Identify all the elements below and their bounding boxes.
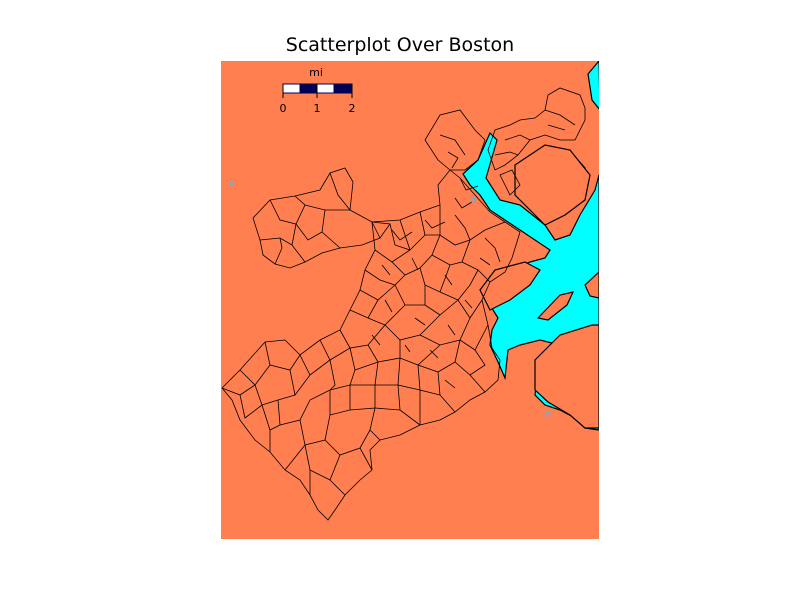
census-tracts (221, 87, 586, 521)
scale-bar-tick-label: 0 (280, 102, 287, 115)
scatter-points (229, 180, 551, 417)
scale-bar-tick-label: 2 (349, 102, 356, 115)
scatter-point (545, 411, 551, 417)
harbor-islands (479, 144, 599, 429)
scale-bar-segment (299, 83, 318, 94)
scale-bar-segment (282, 83, 301, 94)
scale-bar-tick-label: 1 (314, 102, 321, 115)
scale-bar: mi 0 1 2 (280, 66, 356, 115)
map-title: Scatterplot Over Boston (285, 34, 515, 56)
map-frame (221, 61, 599, 539)
scale-bar-segment (316, 83, 335, 94)
scale-bar-segment (333, 83, 353, 94)
scatter-point (229, 180, 235, 186)
scatter-point (470, 197, 476, 203)
scale-bar-unit: mi (309, 66, 323, 79)
